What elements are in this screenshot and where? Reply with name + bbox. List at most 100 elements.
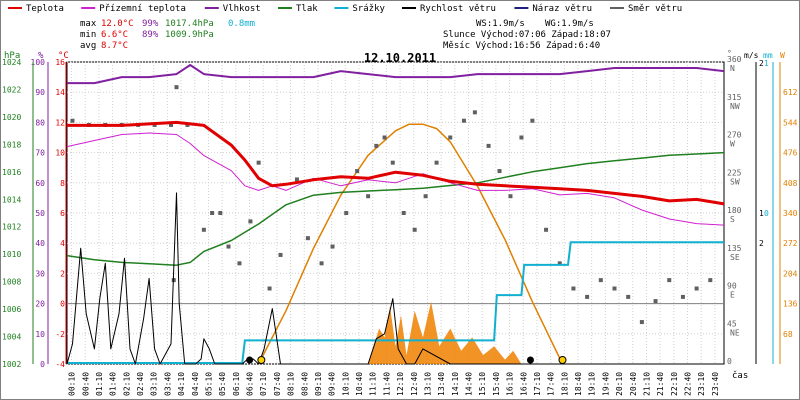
axis-pct-tick: 80	[35, 118, 45, 127]
axis-x-tick: 17:40	[547, 372, 556, 396]
axis-x-tick: 05:40	[218, 372, 227, 396]
series-wind-dir-point	[508, 194, 513, 199]
axis-x-tick: 14:10	[451, 372, 460, 396]
series-wind-dir-point	[423, 194, 428, 199]
axis-hpa-tick: 1016	[2, 168, 21, 177]
info-wg: WG:1.9m/s	[545, 19, 594, 29]
axis-w-tick: 204	[783, 269, 798, 278]
axis-w-tick: 476	[783, 149, 798, 158]
axis-pct-tick: 100	[31, 58, 46, 67]
axis-x-tick: 11:40	[382, 372, 391, 396]
axis-x-tick: 23:40	[711, 372, 720, 396]
axis-mm-tick: 0	[764, 209, 769, 218]
axis-x-tick: 19:10	[588, 372, 597, 396]
series-wind-dir-point	[448, 135, 453, 140]
series-pressure	[66, 151, 725, 266]
series-wind-dir-point	[218, 211, 223, 215]
stat-max-hum: 99%	[142, 19, 159, 29]
axis-x-tick: 22:10	[670, 372, 679, 396]
series-ground-temp	[66, 132, 725, 226]
axis-dir-compass: SW	[730, 177, 740, 186]
series-wind-dir-point	[330, 244, 335, 249]
series-wind-dir-point	[612, 286, 617, 291]
stat-min-label: min	[80, 30, 96, 40]
axis-x-tick: 15:10	[478, 372, 487, 396]
series-wind-dir-point	[374, 143, 379, 148]
series-humidity	[67, 64, 725, 85]
series-wind-dir-point	[382, 135, 387, 140]
axis-x-tick: 21:40	[656, 372, 665, 396]
axis-dir-tick: 135	[727, 244, 742, 253]
stat-max-press: 1017.4hPa	[165, 19, 214, 29]
axis-dir-tick: 225	[727, 168, 742, 177]
axis-w-tick: 272	[783, 239, 798, 248]
axis-x-tick: 09:40	[328, 372, 337, 396]
solar-area	[272, 301, 533, 364]
axis-x-tick: 12:40	[410, 372, 419, 396]
legend-label: Tlak	[296, 4, 318, 14]
axis-hpa-unit: hPa	[4, 51, 20, 61]
axis-w-unit: W	[780, 51, 785, 60]
stat-min-hum: 89%	[142, 30, 159, 40]
legend-label: Náraz větru	[532, 4, 592, 14]
series-wind-dir-point	[585, 294, 590, 299]
axis-dir-tick: 0	[727, 357, 732, 366]
axis-hpa-tick: 1022	[2, 85, 21, 94]
axis-x-tick: 09:10	[314, 372, 323, 396]
axis-x-tick: 04:10	[177, 372, 186, 396]
info-sun: Slunce Východ:07:06 Západ:18:07	[443, 30, 611, 40]
axis-pct-tick: 70	[35, 149, 45, 158]
stat-avg-label: avg	[80, 41, 96, 51]
axis-temp-tick: 8	[60, 179, 65, 188]
sunset-marker	[558, 356, 567, 364]
axis-x-tick: 21:10	[642, 372, 651, 396]
series-wind-dir-point	[210, 211, 215, 215]
axis-x-tick: 06:40	[246, 372, 255, 396]
axis-x-tick: 07:10	[259, 372, 268, 396]
axis-x-tick: 08:40	[300, 372, 309, 396]
series-wind-dir-point	[344, 211, 349, 215]
axis-pct-tick: 50	[35, 209, 45, 218]
axis-w-tick: 68	[783, 330, 793, 339]
axis-hpa-tick: 1006	[2, 305, 21, 314]
axis-x-tick: 10:40	[355, 372, 364, 396]
series-wind-dir-point	[201, 227, 206, 232]
axis-hpa-tick: 1008	[2, 278, 21, 287]
axis-hpa-tick: 1018	[2, 140, 21, 149]
series-wind-dir-point	[278, 252, 283, 257]
axis-x-tick: 11:10	[369, 372, 378, 396]
axis-dir-compass: NE	[730, 328, 740, 337]
moonset-marker	[246, 356, 254, 364]
series-wind-dir-point	[519, 135, 524, 140]
axis-temp-tick: 10	[55, 149, 65, 158]
series-wind-dir-point	[626, 294, 631, 299]
axis-pct-tick: 20	[35, 300, 45, 309]
axis-pct-unit: %	[38, 51, 44, 61]
series-wind-dir-point	[434, 160, 439, 165]
stat-max-label: max	[80, 19, 97, 29]
axis-x-tick: 01:40	[109, 372, 118, 396]
stat-min-temp: 6.6°C	[101, 30, 128, 40]
axis-dir-tick: 90	[727, 282, 737, 291]
axis-temp-unit: °C	[58, 51, 69, 61]
axis-x-tick: 05:10	[204, 372, 213, 396]
series-wind-dir-point	[267, 286, 272, 291]
moonrise-marker	[526, 356, 534, 364]
axis-x-tick: 01:10	[95, 372, 104, 396]
axis-w-tick: 136	[783, 300, 798, 309]
legend-label: Vlhkost	[223, 4, 261, 14]
axis-hpa-tick: 1002	[2, 360, 21, 369]
axis-x-tick: 00:40	[81, 372, 90, 396]
stat-avg-temp: 8.7°C	[101, 41, 128, 51]
axis-x-label: čas	[732, 370, 748, 381]
axis-hpa-tick: 1014	[2, 195, 21, 204]
axis-dir-tick: 315	[727, 93, 742, 102]
legend-label: Rychlost větru	[420, 4, 496, 14]
axis-temp-tick: 14	[55, 88, 65, 97]
axis-pct-tick: 40	[35, 239, 45, 248]
series-wind-dir-point	[708, 278, 713, 283]
axis-hpa-tick: 1004	[2, 333, 21, 342]
series-rain	[67, 241, 724, 364]
series-wind-dir-point	[248, 219, 253, 224]
axis-dir-compass: SE	[730, 253, 740, 262]
